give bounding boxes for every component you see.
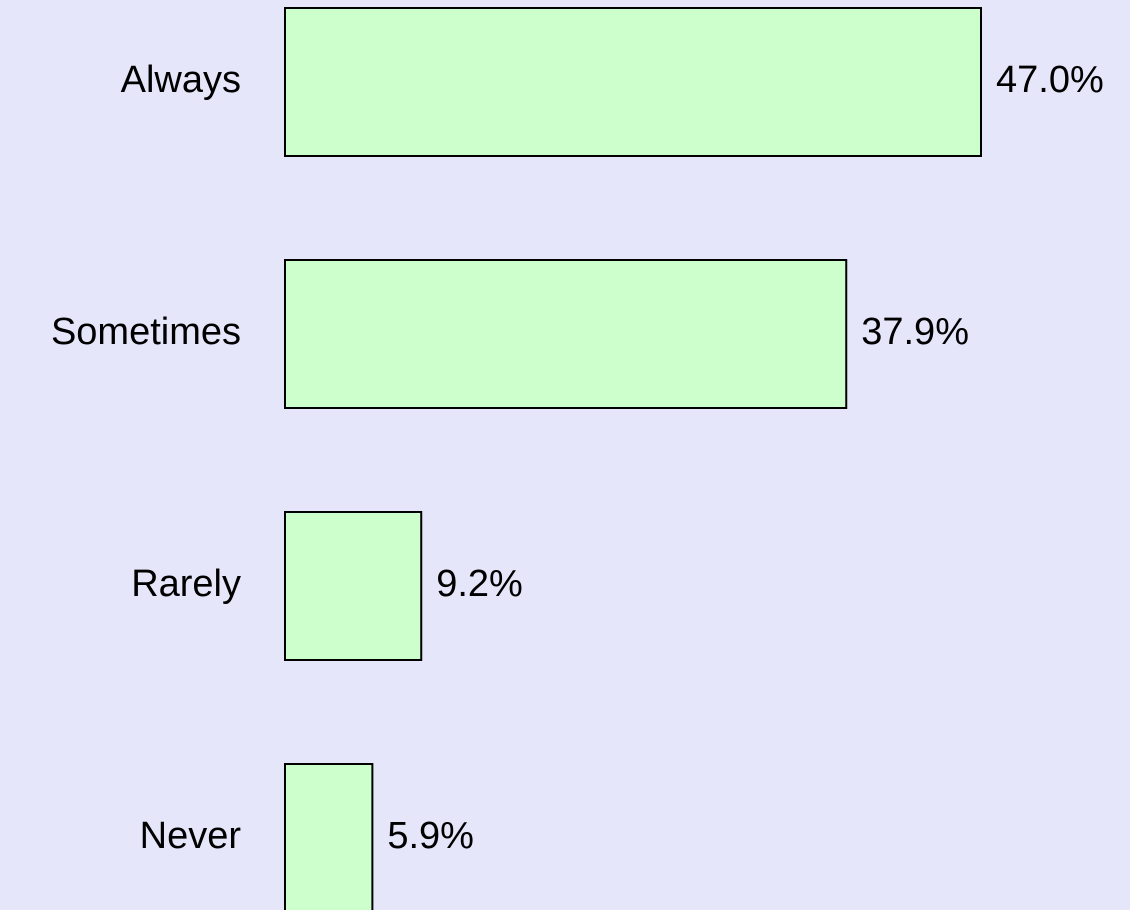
value-label: 9.2% xyxy=(436,563,523,605)
bar xyxy=(284,259,848,409)
value-label: 37.9% xyxy=(861,311,969,353)
value-label: 5.9% xyxy=(387,815,474,857)
bar xyxy=(284,511,423,661)
category-label: Sometimes xyxy=(51,311,241,353)
category-label: Never xyxy=(140,815,242,857)
bar xyxy=(284,7,982,157)
bar xyxy=(284,763,374,910)
category-label: Always xyxy=(121,59,241,101)
category-label: Rarely xyxy=(131,563,241,605)
value-label: 47.0% xyxy=(996,59,1104,101)
